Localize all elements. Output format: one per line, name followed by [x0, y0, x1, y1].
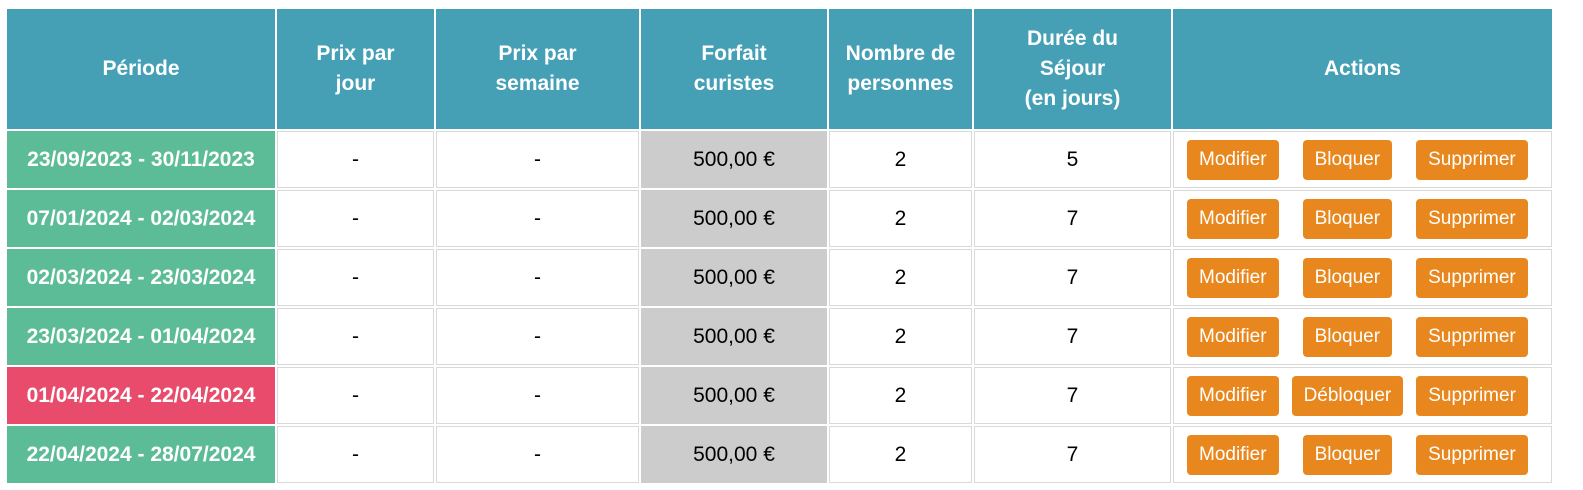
header-prix-par-semaine: Prix par semaine: [436, 9, 639, 129]
supprimer-button[interactable]: Supprimer: [1416, 198, 1528, 239]
cell-actions: Modifier Bloquer Supprimer: [1173, 426, 1552, 483]
cell-actions: Modifier Bloquer Supprimer: [1173, 190, 1552, 247]
cell-nombre-personnes: 2: [829, 367, 972, 424]
cell-prix-par-jour: -: [277, 190, 434, 247]
cell-prix-par-jour: -: [277, 367, 434, 424]
table-row: 02/03/2024 - 23/03/2024- -500,00 €2 7 Modif…: [7, 249, 1552, 306]
periods-table: Période Prix par jour Prix par semaine For…: [5, 7, 1554, 485]
supprimer-button[interactable]: Supprimer: [1416, 257, 1528, 298]
table-row: 23/03/2024 - 01/04/2024- -500,00 €2 7 Modif…: [7, 308, 1552, 365]
bloquer-button[interactable]: Bloquer: [1302, 198, 1393, 239]
supprimer-button[interactable]: Supprimer: [1416, 139, 1528, 180]
cell-nombre-personnes: 2: [829, 249, 972, 306]
table-row: 22/04/2024 - 28/07/2024- -500,00 €2 7 Modif…: [7, 426, 1552, 483]
table-row: 01/04/2024 - 22/04/2024- -500,00 €2 7 Modif…: [7, 367, 1552, 424]
cell-nombre-personnes: 2: [829, 190, 972, 247]
supprimer-button[interactable]: Supprimer: [1416, 316, 1528, 357]
modifier-button[interactable]: Modifier: [1187, 434, 1279, 475]
cell-prix-par-jour: -: [277, 308, 434, 365]
cell-prix-par-semaine: -: [436, 190, 639, 247]
cell-duree-sejour: 5: [974, 131, 1171, 188]
cell-duree-sejour: 7: [974, 426, 1171, 483]
cell-nombre-personnes: 2: [829, 426, 972, 483]
cell-periode: 23/09/2023 - 30/11/2023: [7, 131, 275, 188]
bloquer-button[interactable]: Bloquer: [1302, 316, 1393, 357]
supprimer-button[interactable]: Supprimer: [1416, 375, 1528, 416]
cell-prix-par-jour: -: [277, 131, 434, 188]
cell-prix-par-jour: -: [277, 249, 434, 306]
header-actions: Actions: [1173, 9, 1552, 129]
cell-prix-par-semaine: -: [436, 131, 639, 188]
modifier-button[interactable]: Modifier: [1187, 257, 1279, 298]
modifier-button[interactable]: Modifier: [1187, 375, 1279, 416]
modifier-button[interactable]: Modifier: [1187, 139, 1279, 180]
supprimer-button[interactable]: Supprimer: [1416, 434, 1528, 475]
cell-prix-par-jour: -: [277, 426, 434, 483]
cell-nombre-personnes: 2: [829, 308, 972, 365]
cell-duree-sejour: 7: [974, 190, 1171, 247]
cell-forfait-curistes: 500,00 €: [641, 367, 827, 424]
cell-prix-par-semaine: -: [436, 249, 639, 306]
bloquer-button[interactable]: Bloquer: [1302, 257, 1393, 298]
cell-forfait-curistes: 500,00 €: [641, 426, 827, 483]
cell-duree-sejour: 7: [974, 249, 1171, 306]
bloquer-button[interactable]: Bloquer: [1302, 434, 1393, 475]
header-forfait-curistes: Forfait curistes: [641, 9, 827, 129]
cell-duree-sejour: 7: [974, 367, 1171, 424]
cell-nombre-personnes: 2: [829, 131, 972, 188]
header-row: Période Prix par jour Prix par semaine For…: [7, 9, 1552, 129]
header-prix-par-jour: Prix par jour: [277, 9, 434, 129]
table-row: 07/01/2024 - 02/03/2024- -500,00 €2 7 Modif…: [7, 190, 1552, 247]
modifier-button[interactable]: Modifier: [1187, 316, 1279, 357]
modifier-button[interactable]: Modifier: [1187, 198, 1279, 239]
cell-forfait-curistes: 500,00 €: [641, 308, 827, 365]
bloquer-button[interactable]: Bloquer: [1302, 139, 1393, 180]
cell-prix-par-semaine: -: [436, 367, 639, 424]
cell-forfait-curistes: 500,00 €: [641, 249, 827, 306]
header-periode: Période: [7, 9, 275, 129]
header-duree-sejour: Durée du Séjour (en jours): [974, 9, 1171, 129]
cell-prix-par-semaine: -: [436, 308, 639, 365]
cell-periode: 22/04/2024 - 28/07/2024: [7, 426, 275, 483]
cell-forfait-curistes: 500,00 €: [641, 131, 827, 188]
cell-forfait-curistes: 500,00 €: [641, 190, 827, 247]
cell-duree-sejour: 7: [974, 308, 1171, 365]
cell-actions: Modifier Bloquer Supprimer: [1173, 308, 1552, 365]
debloquer-button[interactable]: Débloquer: [1291, 375, 1404, 416]
cell-periode: 01/04/2024 - 22/04/2024: [7, 367, 275, 424]
cell-actions: Modifier Bloquer Supprimer: [1173, 131, 1552, 188]
header-nombre-personnes: Nombre de personnes: [829, 9, 972, 129]
cell-actions: Modifier Débloquer Supprimer: [1173, 367, 1552, 424]
table-row: 23/09/2023 - 30/11/2023- -500,00 €2 5 Modif…: [7, 131, 1552, 188]
cell-periode: 23/03/2024 - 01/04/2024: [7, 308, 275, 365]
cell-periode: 07/01/2024 - 02/03/2024: [7, 190, 275, 247]
cell-periode: 02/03/2024 - 23/03/2024: [7, 249, 275, 306]
cell-prix-par-semaine: -: [436, 426, 639, 483]
cell-actions: Modifier Bloquer Supprimer: [1173, 249, 1552, 306]
